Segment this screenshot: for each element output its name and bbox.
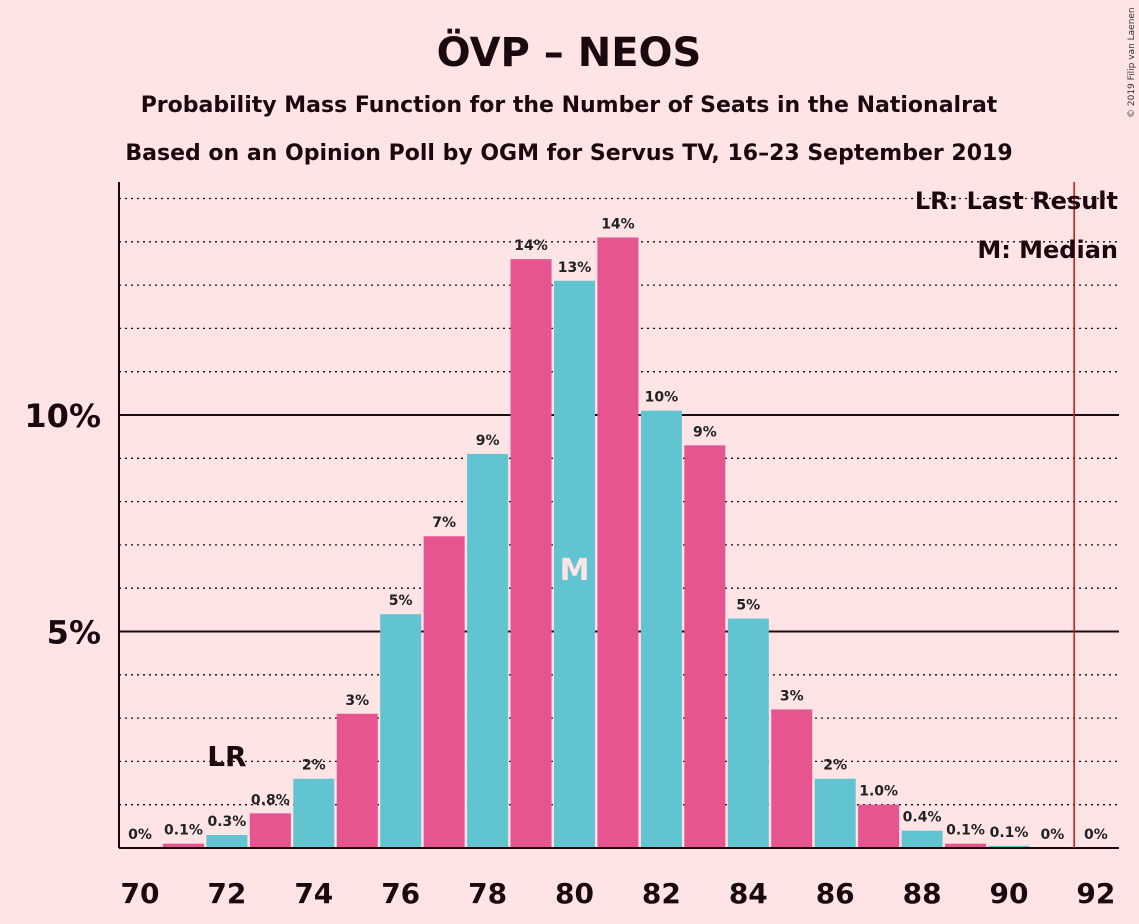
bar-seat-90 [988, 845, 1030, 848]
bar-seat-82 [640, 410, 682, 848]
x-tick-92: 92 [1076, 877, 1115, 910]
value-label-seat-81: 14% [601, 216, 635, 232]
x-tick-84: 84 [729, 877, 768, 910]
bar-seat-88 [901, 830, 943, 848]
value-label-seat-70: 0% [128, 827, 152, 843]
y-tick-5: 5% [47, 614, 101, 652]
chart-title: ÖVP – NEOS [437, 28, 702, 76]
value-label-seat-79: 14% [514, 238, 548, 254]
chart-subtitle-source: Based on an Opinion Poll by OGM for Serv… [125, 141, 1012, 166]
value-label-seat-74: 2% [302, 758, 326, 774]
legend-median: M: Median [977, 236, 1118, 264]
value-label-seat-78: 9% [476, 433, 500, 449]
value-label-seat-75: 3% [345, 693, 369, 709]
bar-seat-73 [249, 813, 291, 848]
last-result-marker: LR [207, 740, 246, 773]
x-tick-76: 76 [381, 877, 420, 910]
value-label-seat-80: 13% [558, 260, 592, 276]
x-tick-72: 72 [207, 877, 246, 910]
bar-seat-89 [945, 843, 987, 848]
bar-seat-79 [510, 259, 552, 848]
x-axis-ticks: 70 72 74 76 78 80 82 84 86 88 90 92 [121, 877, 1116, 910]
bar-seat-78 [467, 453, 509, 848]
bar-seat-72 [206, 835, 248, 848]
bar-seat-74 [293, 778, 335, 848]
bar-seat-71 [162, 843, 204, 848]
chart-subtitle: Probability Mass Function for the Number… [141, 93, 998, 118]
value-label-seat-85: 3% [780, 688, 804, 704]
value-label-seat-72: 0.3% [207, 814, 246, 830]
bar-seat-77 [423, 536, 465, 848]
x-tick-82: 82 [642, 877, 681, 910]
value-label-seat-88: 0.4% [903, 810, 942, 826]
value-label-seat-71: 0.1% [164, 823, 203, 839]
x-tick-78: 78 [468, 877, 507, 910]
value-label-seat-77: 7% [432, 515, 456, 531]
value-label-seat-86: 2% [823, 758, 847, 774]
value-labels: 0% 0.1%0.3%0.8%2%3%5%7%9%14%13%14%10%9%5%… [128, 216, 1108, 843]
bar-seat-76 [380, 614, 422, 848]
bar-seat-87 [858, 804, 900, 848]
bars [162, 237, 1030, 849]
bar-seat-80 [554, 280, 595, 848]
value-label-seat-73: 0.8% [251, 792, 290, 808]
value-label-seat-76: 5% [389, 593, 413, 609]
legend-last-result: LR: Last Result [915, 187, 1118, 215]
x-tick-86: 86 [816, 877, 855, 910]
x-tick-70: 70 [121, 877, 160, 910]
x-tick-80: 80 [555, 877, 594, 910]
bar-seat-83 [684, 445, 726, 848]
x-tick-88: 88 [903, 877, 942, 910]
value-label-seat-87: 1.0% [859, 784, 898, 800]
value-label-seat-82: 10% [645, 390, 679, 406]
value-label-seat-91: 0% [1041, 827, 1065, 843]
bar-seat-75 [336, 713, 378, 848]
copyright-text: © 2019 Filip van Laenen [1127, 7, 1137, 118]
bar-seat-86 [814, 778, 856, 848]
value-label-seat-84: 5% [736, 598, 760, 614]
median-marker: M [560, 553, 590, 588]
value-label-seat-92: 0% [1084, 827, 1108, 843]
x-tick-90: 90 [990, 877, 1029, 910]
bar-seat-81 [597, 237, 639, 849]
value-label-seat-83: 9% [693, 424, 717, 440]
value-label-seat-89: 0.1% [946, 823, 985, 839]
y-tick-10: 10% [24, 397, 101, 435]
y-axis-ticks: 5% 10% [24, 397, 101, 652]
bar-seat-85 [771, 709, 813, 848]
x-tick-74: 74 [294, 877, 333, 910]
bar-seat-84 [727, 618, 769, 848]
value-label-seat-90: 0.1% [990, 825, 1029, 841]
